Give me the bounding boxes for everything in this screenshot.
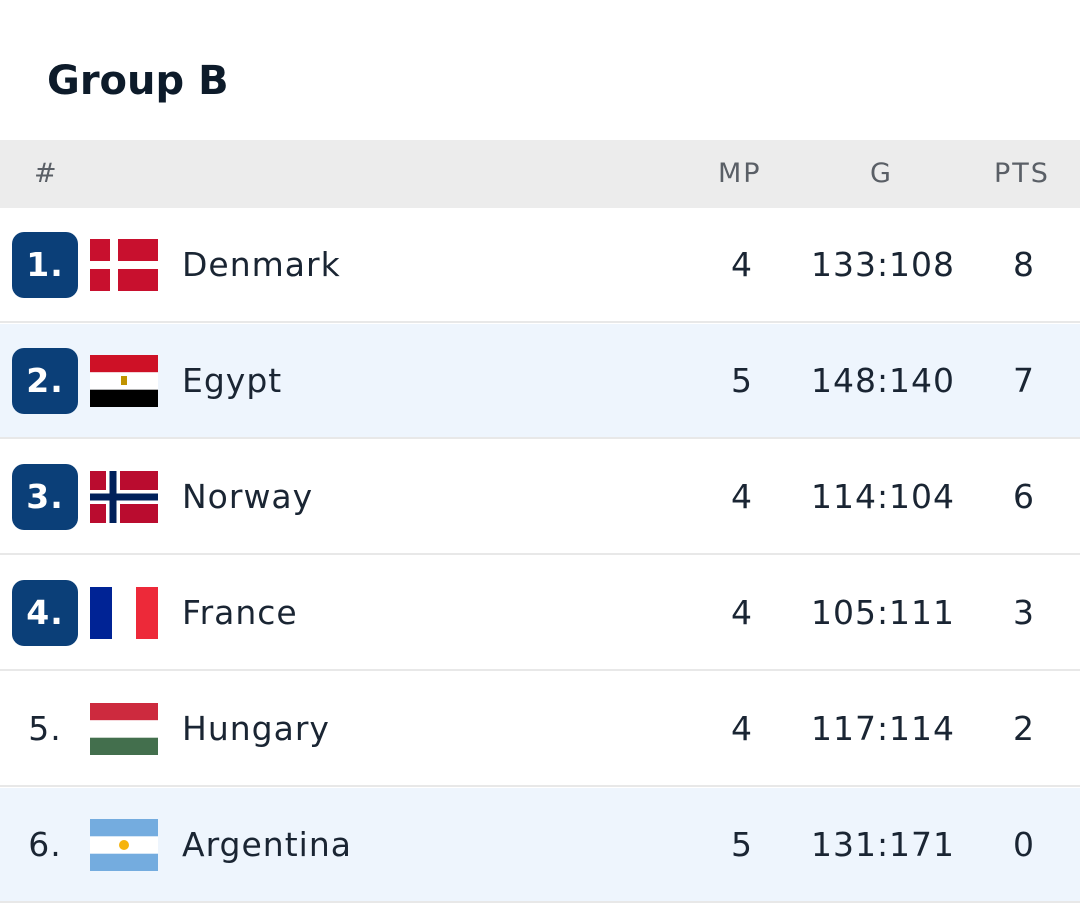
goals: 148:140 bbox=[810, 361, 956, 400]
flag bbox=[90, 471, 158, 523]
team-row: 2. Egypt 5 148:140 7 bbox=[0, 324, 1080, 439]
flag bbox=[90, 587, 158, 639]
flag bbox=[90, 819, 158, 871]
team-row: 3. Norway 4 114:104 6 bbox=[0, 440, 1080, 555]
goals: 117:114 bbox=[810, 709, 956, 748]
rank-badge bbox=[12, 348, 78, 414]
points: 2 bbox=[1013, 709, 1035, 748]
rank: 2. bbox=[26, 361, 64, 400]
flag bbox=[90, 355, 158, 407]
matches-played: 4 bbox=[731, 709, 753, 748]
col-pts: PTS bbox=[994, 158, 1050, 189]
rank-badge bbox=[12, 232, 78, 298]
matches-played: 5 bbox=[731, 825, 753, 864]
goals: 131:171 bbox=[810, 825, 956, 864]
rank: 3. bbox=[26, 477, 64, 516]
team-row: 5. Hungary 4 117:114 2 bbox=[0, 672, 1080, 787]
matches-played: 4 bbox=[731, 593, 753, 632]
team-name: Denmark bbox=[182, 245, 341, 284]
matches-played: 4 bbox=[731, 477, 753, 516]
col-mp: MP bbox=[718, 158, 762, 189]
goals: 114:104 bbox=[810, 477, 956, 516]
group-title: Group B bbox=[47, 58, 229, 104]
table-header: # MP G PTS bbox=[0, 140, 1080, 208]
team-row: 1. Denmark 4 133:108 8 bbox=[0, 208, 1080, 323]
points: 3 bbox=[1013, 593, 1035, 632]
flag bbox=[90, 703, 158, 755]
rank: 4. bbox=[26, 593, 64, 632]
team-name: Argentina bbox=[182, 825, 352, 864]
rank-badge bbox=[12, 464, 78, 530]
points: 0 bbox=[1013, 825, 1035, 864]
goals: 105:111 bbox=[810, 593, 956, 632]
points: 8 bbox=[1013, 245, 1035, 284]
rank-badge bbox=[12, 580, 78, 646]
col-g: G bbox=[870, 158, 893, 189]
points: 7 bbox=[1013, 361, 1035, 400]
matches-played: 4 bbox=[731, 245, 753, 284]
rank: 5. bbox=[28, 709, 62, 748]
team-row: 6. Argentina 5 131:171 0 bbox=[0, 788, 1080, 903]
points: 6 bbox=[1013, 477, 1035, 516]
team-name: Hungary bbox=[182, 709, 330, 748]
goals: 133:108 bbox=[810, 245, 956, 284]
team-name: Egypt bbox=[182, 361, 283, 400]
team-name: France bbox=[182, 593, 298, 632]
team-name: Norway bbox=[182, 477, 314, 516]
rank: 6. bbox=[28, 825, 62, 864]
flag bbox=[90, 239, 158, 291]
matches-played: 5 bbox=[731, 361, 753, 400]
team-row: 4. France 4 105:111 3 bbox=[0, 556, 1080, 671]
rank: 1. bbox=[26, 245, 64, 284]
col-rank: # bbox=[34, 158, 59, 189]
